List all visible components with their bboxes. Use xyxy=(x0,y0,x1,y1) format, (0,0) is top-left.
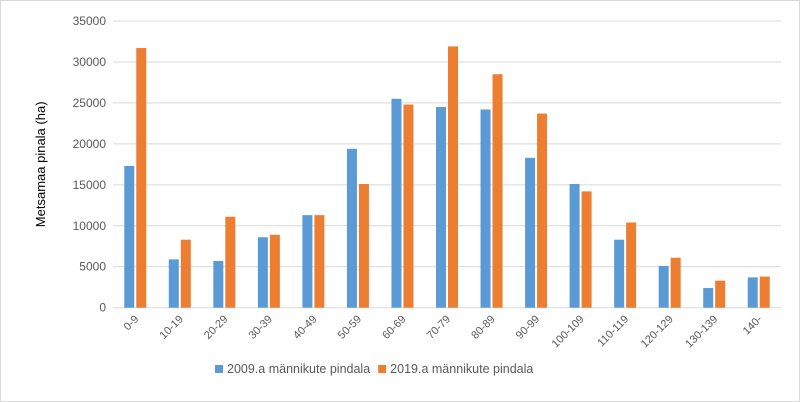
y-tick-label: 0 xyxy=(99,301,106,315)
x-tick-label: 20-29 xyxy=(202,313,230,341)
bar-2019 xyxy=(581,191,592,308)
bar-2009 xyxy=(346,148,357,308)
x-tick-label: 130-139 xyxy=(683,313,720,350)
bar-2019 xyxy=(670,257,681,308)
legend-swatch-0 xyxy=(215,365,223,373)
bar-2019 xyxy=(269,234,280,308)
bar-2009 xyxy=(436,107,446,308)
bar-2009 xyxy=(703,288,714,308)
bar-2009 xyxy=(747,277,758,308)
x-tick-label: 90-99 xyxy=(514,313,542,341)
x-tick-label: 100-109 xyxy=(550,313,587,350)
y-tick-label: 15000 xyxy=(73,178,107,192)
bar-2019 xyxy=(358,184,369,308)
y-tick-label: 35000 xyxy=(73,14,107,28)
bar-2009 xyxy=(257,237,268,308)
bar-2019 xyxy=(492,74,503,308)
bar-2009 xyxy=(480,109,491,308)
x-tick-label: 30-39 xyxy=(247,313,275,341)
bar-2009 xyxy=(168,259,179,308)
bar-2009 xyxy=(213,261,224,308)
x-tick-label: 120-129 xyxy=(639,313,676,350)
y-tick-label: 10000 xyxy=(73,219,107,233)
legend-label-0: 2009.a männikute pindala xyxy=(227,362,370,376)
bar-2019 xyxy=(626,222,637,308)
bar-2019 xyxy=(448,46,458,308)
bar-2019 xyxy=(403,104,414,308)
bar-2019 xyxy=(715,280,726,308)
x-tick-label: 40-49 xyxy=(291,313,319,341)
bar-2019 xyxy=(180,239,191,308)
bar-2009 xyxy=(658,265,669,308)
x-tick-label: 140- xyxy=(741,313,765,337)
x-tick-label: 80-89 xyxy=(469,313,497,341)
x-tick-label: 50-59 xyxy=(336,313,364,341)
bar-2009 xyxy=(124,165,135,308)
x-tick-label: 70-79 xyxy=(425,313,453,341)
y-tick-label: 5000 xyxy=(79,260,106,274)
bar-2009 xyxy=(525,157,536,308)
bar-2019 xyxy=(225,216,236,308)
bar-2019 xyxy=(314,215,325,308)
bar-2009 xyxy=(569,184,580,308)
y-tick-label: 30000 xyxy=(73,55,107,69)
x-tick-label: 60-69 xyxy=(380,313,408,341)
y-tick-label: 25000 xyxy=(73,96,107,110)
bar-2009 xyxy=(391,98,402,308)
y-tick-label: 20000 xyxy=(73,137,107,151)
x-tick-label: 110-119 xyxy=(595,313,631,349)
bar-2019 xyxy=(759,276,770,308)
x-tick-label: 10-19 xyxy=(158,313,186,341)
bar-2019 xyxy=(136,48,147,308)
legend-swatch-1 xyxy=(378,365,387,373)
bar-2009 xyxy=(302,215,313,308)
x-tick-label: 0-9 xyxy=(122,313,142,333)
bar-2019 xyxy=(537,113,548,308)
legend-label-1: 2019.a männikute pindala xyxy=(390,362,533,376)
y-axis-title: Metsamaa pinala (ha) xyxy=(33,101,48,227)
bar-2009 xyxy=(614,239,625,308)
